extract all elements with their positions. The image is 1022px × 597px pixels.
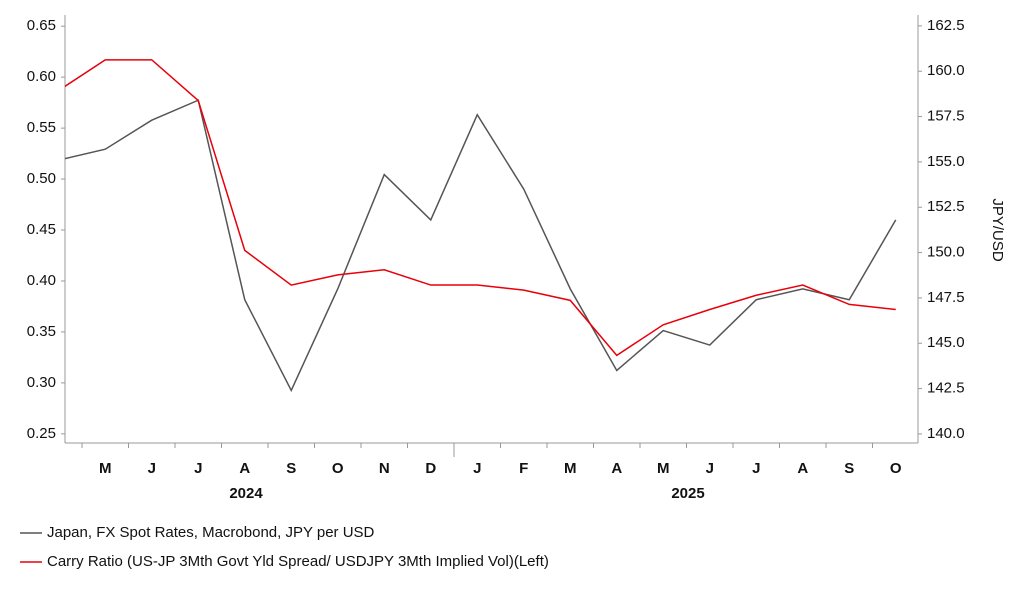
x-tick-label: A <box>797 460 808 477</box>
y-tick-label: 0.65 <box>27 17 56 34</box>
x-tick-label: J <box>194 460 202 477</box>
y-tick-label: 0.50 <box>27 170 56 187</box>
x-tick-label: O <box>332 460 344 477</box>
x-tick-label: F <box>519 460 528 477</box>
x-tick-label: J <box>473 460 481 477</box>
y-tick-label: 0.60 <box>27 68 56 85</box>
y-tick-label: 0.40 <box>27 272 56 289</box>
y2-tick-label: 155.0 <box>927 153 965 170</box>
series-line <box>65 99 897 393</box>
x-tick-label: S <box>286 460 296 477</box>
x-tick-label: M <box>99 460 112 477</box>
legend-label: Carry Ratio (US-JP 3Mth Govt Yld Spread/… <box>47 553 549 570</box>
x-tick-label: O <box>890 460 902 477</box>
y2-axis-label: JPY/USD <box>989 198 1006 262</box>
x-tick-label: A <box>239 460 250 477</box>
year-label: 2025 <box>671 485 704 502</box>
x-tick-label: S <box>844 460 854 477</box>
x-tick-label: J <box>706 460 714 477</box>
y2-tick-label: 160.0 <box>927 62 965 79</box>
y-tick-label: 0.45 <box>27 221 56 238</box>
y-tick-label: 0.35 <box>27 323 56 340</box>
x-tick-label: M <box>564 460 577 477</box>
y2-tick-label: 142.5 <box>927 380 965 397</box>
y-tick-label: 0.30 <box>27 374 56 391</box>
y2-tick-label: 162.5 <box>927 17 965 34</box>
x-tick-label: J <box>148 460 156 477</box>
y2-tick-label: 157.5 <box>927 108 965 125</box>
y-tick-label: 0.55 <box>27 119 56 136</box>
x-tick-label: D <box>425 460 436 477</box>
y-tick-label: 0.25 <box>27 425 56 442</box>
y2-tick-label: 150.0 <box>927 244 965 261</box>
x-tick-label: A <box>611 460 622 477</box>
y2-tick-label: 145.0 <box>927 334 965 351</box>
legend-label: Japan, FX Spot Rates, Macrobond, JPY per… <box>47 524 375 541</box>
y2-tick-label: 140.0 <box>927 425 965 442</box>
series-line <box>65 59 896 357</box>
y2-tick-label: 147.5 <box>927 289 965 306</box>
y2-tick-label: 152.5 <box>927 198 965 215</box>
year-label: 2024 <box>229 485 263 502</box>
x-tick-label: J <box>752 460 760 477</box>
x-tick-label: M <box>657 460 670 477</box>
x-tick-label: N <box>379 460 390 477</box>
